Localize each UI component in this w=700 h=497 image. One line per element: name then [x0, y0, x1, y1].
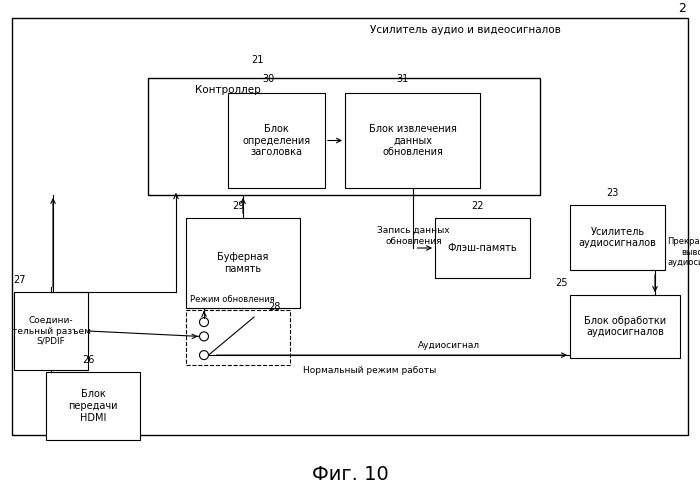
Text: 29: 29	[232, 201, 244, 211]
Text: Прекращение
вывода
аудиосигнала: Прекращение вывода аудиосигнала	[667, 237, 700, 267]
Text: Соедини-
тельный разъем
S/PDIF: Соедини- тельный разъем S/PDIF	[11, 316, 90, 346]
Text: Усилитель аудио и видеосигналов: Усилитель аудио и видеосигналов	[370, 25, 561, 35]
Bar	[186, 218, 300, 308]
Text: 28: 28	[268, 302, 281, 312]
Bar	[570, 205, 665, 270]
Text: Фиг. 10: Фиг. 10	[312, 466, 388, 485]
Text: Блок
определения
заголовка: Блок определения заголовка	[242, 124, 311, 157]
Text: Нормальный режим работы: Нормальный режим работы	[302, 366, 436, 375]
Bar	[148, 78, 540, 195]
Text: Блок
передачи
HDMI: Блок передачи HDMI	[69, 390, 118, 422]
Text: 30: 30	[262, 74, 274, 84]
Text: Режим обновления: Режим обновления	[190, 296, 275, 305]
Text: Усилитель
аудиосигналов: Усилитель аудиосигналов	[579, 227, 657, 248]
Bar	[228, 93, 325, 188]
Text: Контроллер: Контроллер	[195, 85, 261, 95]
Text: Буферная
память: Буферная память	[217, 252, 269, 274]
Bar	[186, 310, 290, 365]
Bar	[345, 93, 480, 188]
Text: 21: 21	[251, 55, 264, 65]
Text: 2: 2	[678, 2, 686, 15]
Text: 26: 26	[82, 355, 94, 365]
Text: 25: 25	[556, 278, 568, 288]
Bar	[46, 372, 140, 440]
Text: Блок извлечения
данных
обновления: Блок извлечения данных обновления	[369, 124, 456, 157]
Text: Флэш-память: Флэш-память	[448, 243, 517, 253]
Bar	[435, 218, 530, 278]
Bar	[570, 295, 680, 358]
Bar	[12, 18, 688, 435]
Text: 23: 23	[606, 188, 619, 198]
Text: 31: 31	[396, 74, 409, 84]
Text: 27: 27	[13, 275, 25, 285]
Text: Запись данных
обновления: Запись данных обновления	[377, 226, 450, 246]
Bar	[14, 292, 88, 370]
Text: Блок обработки
аудиосигналов: Блок обработки аудиосигналов	[584, 316, 666, 337]
Text: Аудиосигнал: Аудиосигнал	[418, 340, 480, 349]
Text: 22: 22	[471, 201, 484, 211]
